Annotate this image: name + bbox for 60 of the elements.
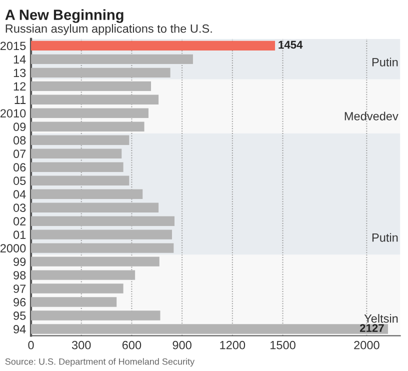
y-tick-label: 13 xyxy=(14,68,26,78)
y-tick-label: 11 xyxy=(14,96,26,104)
bar xyxy=(31,202,159,212)
y-tick-label: 95 xyxy=(14,312,26,320)
bar xyxy=(31,284,124,294)
band-label: Medvedev xyxy=(344,112,398,120)
bar xyxy=(31,216,175,226)
bar xyxy=(31,243,174,253)
chart-title: A New Beginning xyxy=(5,9,124,23)
y-tick-label: 2000 xyxy=(0,244,26,252)
y-tick-label: 01 xyxy=(13,230,26,239)
band-label: Putin xyxy=(372,58,398,66)
bar xyxy=(31,310,160,320)
band-label: Putin xyxy=(372,233,398,242)
y-tick-label: 04 xyxy=(13,190,26,198)
bar xyxy=(31,148,122,158)
y-tick-label: 94 xyxy=(14,325,26,334)
x-tick-label: 600 xyxy=(122,340,142,350)
source-note: Source: U.S. Department of Homeland Security xyxy=(5,358,195,367)
y-tick-label: 2015 xyxy=(0,42,26,50)
y-tick-label: 03 xyxy=(13,204,26,212)
bar xyxy=(31,324,388,334)
band-label: Yeltsin xyxy=(364,314,398,323)
y-tick-label: 96 xyxy=(14,298,26,306)
chart-subtitle: Russian asylum applications to the U.S. xyxy=(6,24,212,36)
bar xyxy=(31,108,148,118)
bar xyxy=(31,94,159,105)
bar xyxy=(31,230,172,240)
bar xyxy=(31,135,130,145)
x-tick-label: 0 xyxy=(28,340,34,350)
y-tick-label: 02 xyxy=(13,217,26,226)
y-tick-label: 14 xyxy=(14,55,26,64)
x-tick-label: 1200 xyxy=(220,340,246,350)
bar xyxy=(31,54,193,64)
y-tick-label: 99 xyxy=(14,258,26,266)
y-tick-label: 05 xyxy=(13,176,26,186)
bar xyxy=(31,176,130,186)
y-tick-label: 07 xyxy=(13,150,26,158)
y-tick-label: 08 xyxy=(13,136,26,145)
data-label: 1454 xyxy=(278,40,303,49)
bar xyxy=(31,122,144,132)
bar xyxy=(31,189,143,199)
bar xyxy=(31,68,170,78)
bar xyxy=(31,256,160,266)
y-tick-label: 06 xyxy=(13,163,26,172)
bar xyxy=(31,297,117,307)
bar xyxy=(31,40,276,51)
y-tick-label: 2010 xyxy=(0,109,26,118)
bar xyxy=(31,162,124,172)
y-tick-label: 09 xyxy=(13,122,26,132)
x-tick-label: 300 xyxy=(72,340,91,350)
y-tick-label: 12 xyxy=(14,82,26,90)
data-label: 2127 xyxy=(360,324,384,332)
x-tick-label: 1500 xyxy=(270,340,296,350)
bar xyxy=(31,81,152,92)
y-tick-label: 97 xyxy=(14,284,26,293)
x-tick-label: 900 xyxy=(172,340,192,350)
y-tick-label: 98 xyxy=(14,271,26,280)
x-tick-label: 2000 xyxy=(354,340,380,350)
bar xyxy=(31,270,136,280)
